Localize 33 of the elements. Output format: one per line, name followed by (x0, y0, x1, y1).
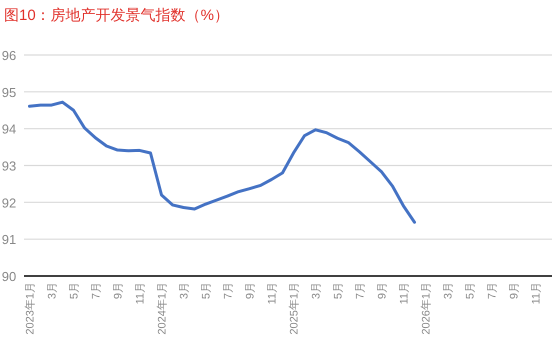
line-series (28, 100, 416, 224)
x-tick-label: 5月 (68, 282, 80, 300)
y-tick-label: 93 (2, 158, 16, 174)
y-tick-label: 90 (2, 269, 16, 284)
x-tick-label: 2025年1月 (288, 282, 300, 335)
x-tick-label: 9月 (376, 282, 388, 300)
x-tick-label: 5月 (332, 282, 344, 300)
x-tick-label: 7月 (90, 282, 102, 300)
x-tick-label: 2023年1月 (24, 282, 36, 335)
x-tick-label: 3月 (178, 282, 190, 300)
x-tick-label: 3月 (46, 282, 58, 300)
x-tick-label: 9月 (244, 282, 256, 300)
x-tick-label: 9月 (508, 282, 520, 300)
x-tick-label: 11月 (398, 282, 410, 304)
x-tick-label: 9月 (112, 282, 124, 300)
y-tick-label: 94 (2, 122, 16, 137)
x-tick-label: 3月 (442, 282, 454, 300)
x-tick-label: 2026年1月 (420, 282, 432, 335)
x-tick-label: 5月 (200, 282, 212, 300)
x-tick-label: 5月 (464, 282, 476, 300)
y-tick-label: 95 (2, 84, 16, 100)
x-tick-label: 7月 (486, 282, 498, 300)
y-tick-label: 92 (2, 195, 16, 210)
x-tick-label: 7月 (354, 282, 366, 300)
x-tick-label: 3月 (310, 282, 322, 300)
x-tick-label: 11月 (530, 282, 542, 304)
chart-title: 图10：房地产开发景气指数（%） (4, 7, 230, 24)
y-tick-label: 91 (2, 232, 16, 248)
x-tick-label: 11月 (134, 282, 146, 304)
y-tick-label: 96 (2, 48, 16, 63)
x-tick-label: 7月 (222, 282, 234, 300)
x-tick-label: 2024年1月 (156, 282, 168, 335)
x-tick-label: 11月 (266, 282, 278, 304)
